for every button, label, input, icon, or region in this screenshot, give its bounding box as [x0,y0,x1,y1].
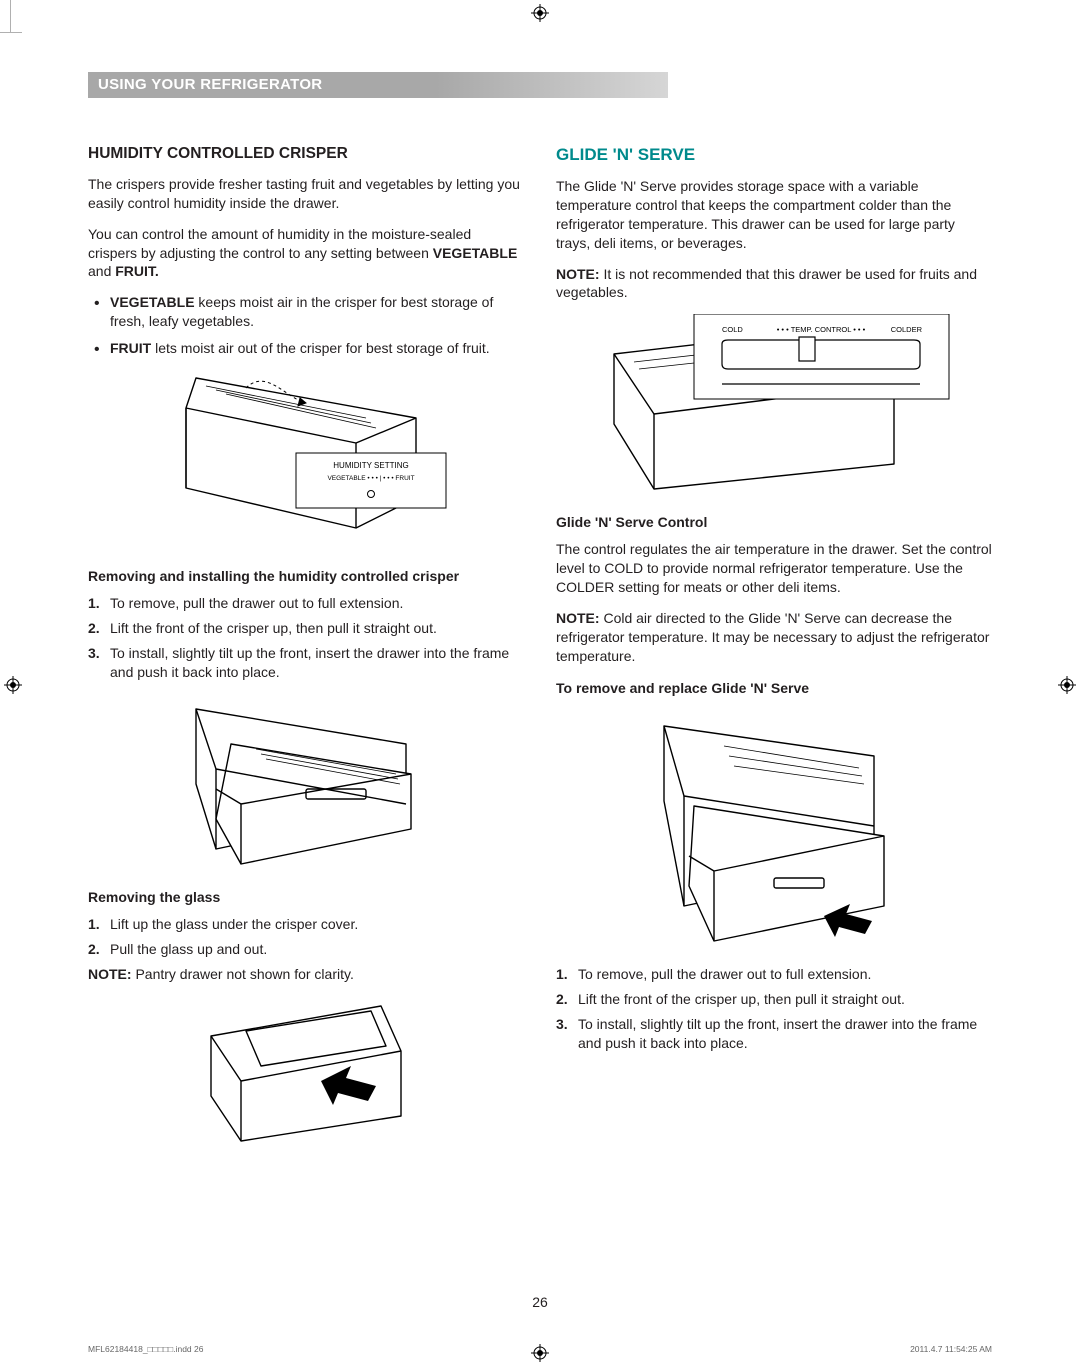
footer-timestamp: 2011.4.7 11:54:25 AM [910,1344,992,1354]
list-item: To remove, pull the drawer out to full e… [556,965,992,984]
registration-mark-icon [531,4,549,22]
illus-label: HUMIDITY SETTING [333,461,408,470]
illustration-drawer-removal [88,689,524,874]
list-item: FRUIT lets moist air out of the crisper … [88,339,524,358]
subheading: Glide 'N' Serve Control [556,513,992,532]
note: NOTE: Pantry drawer not shown for clarit… [88,965,524,984]
right-column: GLIDE 'N' SERVE The Glide 'N' Serve prov… [556,144,992,1165]
list-item: Lift up the glass under the crisper cove… [88,915,524,934]
subheading: Removing the glass [88,888,524,907]
ordered-steps: To remove, pull the drawer out to full e… [556,965,992,1053]
scale-cold: COLD [722,325,743,334]
list-item: Pull the glass up and out. [88,940,524,959]
list-item: To install, slightly tilt up the front, … [556,1015,992,1053]
list-item: VEGETABLE keeps moist air in the crisper… [88,293,524,331]
paragraph: The crispers provide fresher tasting fru… [88,175,524,213]
ordered-steps: To remove, pull the drawer out to full e… [88,594,524,682]
note: NOTE: It is not recommended that this dr… [556,265,992,303]
list-item: Lift the front of the crisper up, then p… [556,990,992,1009]
section-banner: USING YOUR REFRIGERATOR [88,72,668,98]
ordered-steps: Lift up the glass under the crisper cove… [88,915,524,959]
crop-mark [10,0,11,32]
subheading: Removing and installing the humidity con… [88,567,524,586]
footer-file-info: MFL62184418_□□□□□.indd 26 [88,1344,203,1354]
paragraph: The control regulates the air temperatur… [556,540,992,597]
registration-mark-icon [531,1344,549,1362]
heading-glide-n-serve: GLIDE 'N' SERVE [556,144,992,167]
illustration-humidity-drawer: HUMIDITY SETTING VEGETABLE • • • | • • •… [88,368,524,553]
registration-mark-icon [4,676,22,694]
bullet-list: VEGETABLE keeps moist air in the crisper… [88,293,524,358]
two-column-layout: HUMIDITY CONTROLLED CRISPER The crispers… [88,144,992,1165]
illustration-temp-control: COLD • • • TEMP. CONTROL • • • COLDER [556,314,992,499]
illustration-glide-removal [556,706,992,951]
page-content: USING YOUR REFRIGERATOR HUMIDITY CONTROL… [88,72,992,1310]
crop-mark [0,32,22,33]
paragraph: The Glide 'N' Serve provides storage spa… [556,177,992,253]
page-number: 26 [88,1294,992,1310]
note: NOTE: Cold air directed to the Glide 'N'… [556,609,992,666]
registration-mark-icon [1058,676,1076,694]
list-item: To install, slightly tilt up the front, … [88,644,524,682]
left-column: HUMIDITY CONTROLLED CRISPER The crispers… [88,144,524,1165]
paragraph: You can control the amount of humidity i… [88,225,524,282]
scale-colder: COLDER [891,325,923,334]
illustration-glass-removal [88,996,524,1151]
list-item: To remove, pull the drawer out to full e… [88,594,524,613]
heading-crisper: HUMIDITY CONTROLLED CRISPER [88,144,524,165]
illus-scale: VEGETABLE • • • | • • • FRUIT [327,475,414,482]
scale-mid: • • • TEMP. CONTROL • • • [777,325,866,334]
list-item: Lift the front of the crisper up, then p… [88,619,524,638]
subheading: To remove and replace Glide 'N' Serve [556,679,992,698]
